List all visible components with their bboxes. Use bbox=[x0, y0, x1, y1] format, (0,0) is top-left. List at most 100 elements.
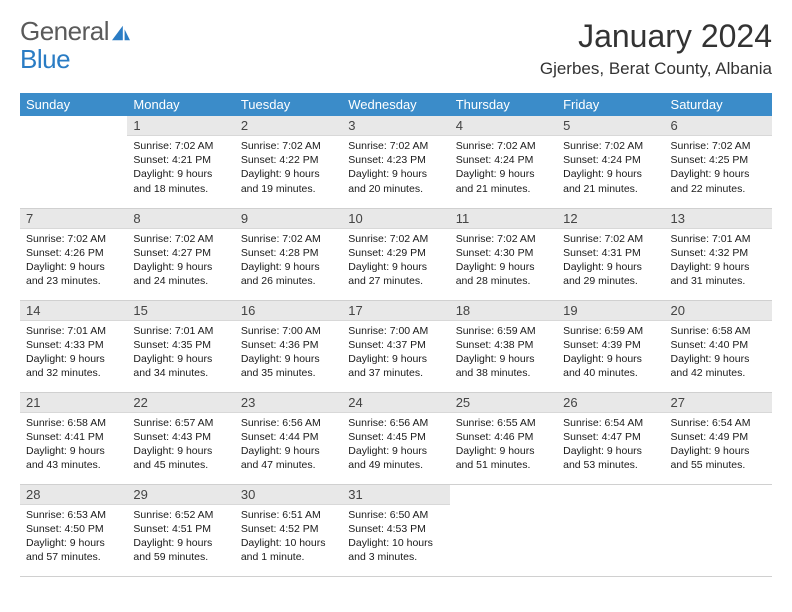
day-cell: 7Sunrise: 7:02 AMSunset: 4:26 PMDaylight… bbox=[20, 208, 127, 300]
day-number: 10 bbox=[342, 209, 449, 229]
day-number: 13 bbox=[665, 209, 772, 229]
day-cell: 20Sunrise: 6:58 AMSunset: 4:40 PMDayligh… bbox=[665, 300, 772, 392]
day-content: Sunrise: 7:01 AMSunset: 4:33 PMDaylight:… bbox=[20, 321, 127, 385]
day-content: Sunrise: 6:53 AMSunset: 4:50 PMDaylight:… bbox=[20, 505, 127, 569]
day-cell: 14Sunrise: 7:01 AMSunset: 4:33 PMDayligh… bbox=[20, 300, 127, 392]
day-content: Sunrise: 6:52 AMSunset: 4:51 PMDaylight:… bbox=[127, 505, 234, 569]
day-cell: 22Sunrise: 6:57 AMSunset: 4:43 PMDayligh… bbox=[127, 392, 234, 484]
day-number: 24 bbox=[342, 393, 449, 413]
day-number: 17 bbox=[342, 301, 449, 321]
day-number: 23 bbox=[235, 393, 342, 413]
weekday-header: Tuesday bbox=[235, 93, 342, 116]
day-content: Sunrise: 7:02 AMSunset: 4:22 PMDaylight:… bbox=[235, 136, 342, 200]
day-content: Sunrise: 6:56 AMSunset: 4:44 PMDaylight:… bbox=[235, 413, 342, 477]
day-number: 19 bbox=[557, 301, 664, 321]
title-block: January 2024 Gjerbes, Berat County, Alba… bbox=[540, 18, 772, 79]
day-content: Sunrise: 7:02 AMSunset: 4:23 PMDaylight:… bbox=[342, 136, 449, 200]
page-header: GeneralBlue January 2024 Gjerbes, Berat … bbox=[20, 18, 772, 79]
day-cell: 4Sunrise: 7:02 AMSunset: 4:24 PMDaylight… bbox=[450, 116, 557, 208]
day-cell: 12Sunrise: 7:02 AMSunset: 4:31 PMDayligh… bbox=[557, 208, 664, 300]
weekday-header: Sunday bbox=[20, 93, 127, 116]
day-cell: 11Sunrise: 7:02 AMSunset: 4:30 PMDayligh… bbox=[450, 208, 557, 300]
brand-word-1: General bbox=[20, 18, 109, 44]
day-content: Sunrise: 7:00 AMSunset: 4:37 PMDaylight:… bbox=[342, 321, 449, 385]
day-number: 22 bbox=[127, 393, 234, 413]
day-content: Sunrise: 6:59 AMSunset: 4:38 PMDaylight:… bbox=[450, 321, 557, 385]
day-content: Sunrise: 6:54 AMSunset: 4:47 PMDaylight:… bbox=[557, 413, 664, 477]
day-content: Sunrise: 7:01 AMSunset: 4:32 PMDaylight:… bbox=[665, 229, 772, 293]
weekday-header: Friday bbox=[557, 93, 664, 116]
day-content: Sunrise: 7:02 AMSunset: 4:28 PMDaylight:… bbox=[235, 229, 342, 293]
day-number: 16 bbox=[235, 301, 342, 321]
day-content: Sunrise: 7:02 AMSunset: 4:26 PMDaylight:… bbox=[20, 229, 127, 293]
day-number: 7 bbox=[20, 209, 127, 229]
day-content: Sunrise: 6:55 AMSunset: 4:46 PMDaylight:… bbox=[450, 413, 557, 477]
day-content: Sunrise: 6:58 AMSunset: 4:41 PMDaylight:… bbox=[20, 413, 127, 477]
day-cell: 3Sunrise: 7:02 AMSunset: 4:23 PMDaylight… bbox=[342, 116, 449, 208]
day-cell: 23Sunrise: 6:56 AMSunset: 4:44 PMDayligh… bbox=[235, 392, 342, 484]
day-number: 29 bbox=[127, 485, 234, 505]
day-content: Sunrise: 6:51 AMSunset: 4:52 PMDaylight:… bbox=[235, 505, 342, 569]
day-cell: 8Sunrise: 7:02 AMSunset: 4:27 PMDaylight… bbox=[127, 208, 234, 300]
empty-cell bbox=[20, 116, 127, 208]
day-content: Sunrise: 6:57 AMSunset: 4:43 PMDaylight:… bbox=[127, 413, 234, 477]
day-number: 20 bbox=[665, 301, 772, 321]
day-content: Sunrise: 7:02 AMSunset: 4:24 PMDaylight:… bbox=[557, 136, 664, 200]
day-content: Sunrise: 7:00 AMSunset: 4:36 PMDaylight:… bbox=[235, 321, 342, 385]
day-content: Sunrise: 7:02 AMSunset: 4:27 PMDaylight:… bbox=[127, 229, 234, 293]
weekday-header: Monday bbox=[127, 93, 234, 116]
day-cell: 13Sunrise: 7:01 AMSunset: 4:32 PMDayligh… bbox=[665, 208, 772, 300]
day-cell: 19Sunrise: 6:59 AMSunset: 4:39 PMDayligh… bbox=[557, 300, 664, 392]
empty-cell bbox=[450, 484, 557, 576]
day-number: 8 bbox=[127, 209, 234, 229]
day-content: Sunrise: 6:59 AMSunset: 4:39 PMDaylight:… bbox=[557, 321, 664, 385]
day-content: Sunrise: 7:02 AMSunset: 4:21 PMDaylight:… bbox=[127, 136, 234, 200]
day-cell: 2Sunrise: 7:02 AMSunset: 4:22 PMDaylight… bbox=[235, 116, 342, 208]
day-cell: 21Sunrise: 6:58 AMSunset: 4:41 PMDayligh… bbox=[20, 392, 127, 484]
weekday-header: Thursday bbox=[450, 93, 557, 116]
brand-logo: GeneralBlue bbox=[20, 18, 132, 72]
day-number: 3 bbox=[342, 116, 449, 136]
empty-cell bbox=[665, 484, 772, 576]
day-number: 1 bbox=[127, 116, 234, 136]
day-content: Sunrise: 7:02 AMSunset: 4:29 PMDaylight:… bbox=[342, 229, 449, 293]
day-number: 27 bbox=[665, 393, 772, 413]
day-cell: 26Sunrise: 6:54 AMSunset: 4:47 PMDayligh… bbox=[557, 392, 664, 484]
day-cell: 18Sunrise: 6:59 AMSunset: 4:38 PMDayligh… bbox=[450, 300, 557, 392]
day-cell: 30Sunrise: 6:51 AMSunset: 4:52 PMDayligh… bbox=[235, 484, 342, 576]
day-cell: 28Sunrise: 6:53 AMSunset: 4:50 PMDayligh… bbox=[20, 484, 127, 576]
day-cell: 6Sunrise: 7:02 AMSunset: 4:25 PMDaylight… bbox=[665, 116, 772, 208]
day-cell: 1Sunrise: 7:02 AMSunset: 4:21 PMDaylight… bbox=[127, 116, 234, 208]
day-number: 14 bbox=[20, 301, 127, 321]
day-number: 26 bbox=[557, 393, 664, 413]
day-number: 31 bbox=[342, 485, 449, 505]
day-cell: 27Sunrise: 6:54 AMSunset: 4:49 PMDayligh… bbox=[665, 392, 772, 484]
day-number: 2 bbox=[235, 116, 342, 136]
day-cell: 9Sunrise: 7:02 AMSunset: 4:28 PMDaylight… bbox=[235, 208, 342, 300]
sail-icon bbox=[110, 24, 132, 42]
day-number: 6 bbox=[665, 116, 772, 136]
day-cell: 5Sunrise: 7:02 AMSunset: 4:24 PMDaylight… bbox=[557, 116, 664, 208]
weekday-header: Wednesday bbox=[342, 93, 449, 116]
day-cell: 16Sunrise: 7:00 AMSunset: 4:36 PMDayligh… bbox=[235, 300, 342, 392]
day-number: 28 bbox=[20, 485, 127, 505]
day-cell: 24Sunrise: 6:56 AMSunset: 4:45 PMDayligh… bbox=[342, 392, 449, 484]
empty-cell bbox=[557, 484, 664, 576]
day-number: 21 bbox=[20, 393, 127, 413]
day-cell: 17Sunrise: 7:00 AMSunset: 4:37 PMDayligh… bbox=[342, 300, 449, 392]
day-content: Sunrise: 7:02 AMSunset: 4:25 PMDaylight:… bbox=[665, 136, 772, 200]
day-number: 9 bbox=[235, 209, 342, 229]
calendar-head: SundayMondayTuesdayWednesdayThursdayFrid… bbox=[20, 93, 772, 116]
day-content: Sunrise: 7:02 AMSunset: 4:31 PMDaylight:… bbox=[557, 229, 664, 293]
day-number: 30 bbox=[235, 485, 342, 505]
day-content: Sunrise: 6:56 AMSunset: 4:45 PMDaylight:… bbox=[342, 413, 449, 477]
day-cell: 31Sunrise: 6:50 AMSunset: 4:53 PMDayligh… bbox=[342, 484, 449, 576]
day-content: Sunrise: 6:58 AMSunset: 4:40 PMDaylight:… bbox=[665, 321, 772, 385]
day-cell: 10Sunrise: 7:02 AMSunset: 4:29 PMDayligh… bbox=[342, 208, 449, 300]
weekday-header: Saturday bbox=[665, 93, 772, 116]
month-title: January 2024 bbox=[540, 18, 772, 55]
calendar-row: 1Sunrise: 7:02 AMSunset: 4:21 PMDaylight… bbox=[20, 116, 772, 208]
calendar-row: 7Sunrise: 7:02 AMSunset: 4:26 PMDaylight… bbox=[20, 208, 772, 300]
calendar-row: 21Sunrise: 6:58 AMSunset: 4:41 PMDayligh… bbox=[20, 392, 772, 484]
calendar-body: 1Sunrise: 7:02 AMSunset: 4:21 PMDaylight… bbox=[20, 116, 772, 576]
